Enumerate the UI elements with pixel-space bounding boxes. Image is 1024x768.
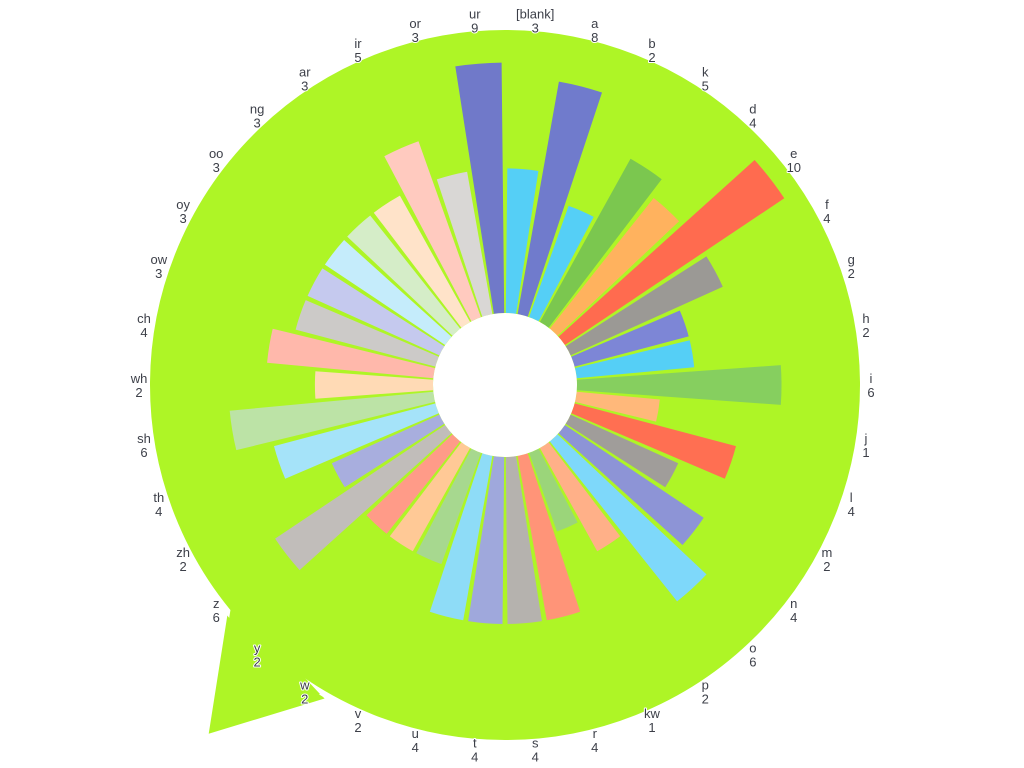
value-label: 9 — [471, 20, 478, 35]
value-label: 6 — [867, 385, 874, 400]
category-label: ur — [469, 6, 481, 21]
value-label: 4 — [140, 325, 147, 340]
category-label: kw — [644, 706, 661, 721]
value-label: 3 — [179, 211, 186, 226]
category-label: sh — [137, 431, 151, 446]
category-label: or — [409, 16, 421, 31]
value-label: 3 — [213, 160, 220, 175]
category-label: k — [702, 65, 709, 80]
value-label: 4 — [790, 610, 797, 625]
category-label: y — [254, 640, 261, 655]
value-label: 4 — [532, 750, 539, 765]
category-label: p — [702, 677, 709, 692]
category-label: zh — [176, 545, 190, 560]
value-label: 2 — [823, 559, 830, 574]
category-label: i — [870, 371, 873, 386]
category-label: o — [749, 640, 756, 655]
category-label: ar — [299, 65, 311, 80]
category-label: n — [790, 596, 797, 611]
value-label: 2 — [253, 654, 260, 669]
value-label: 3 — [301, 79, 308, 94]
value-label: 5 — [354, 50, 361, 65]
category-label: [blank] — [516, 6, 554, 21]
value-label: 10 — [787, 160, 801, 175]
category-label: t — [473, 736, 477, 751]
category-label: z — [213, 596, 220, 611]
value-label: 2 — [301, 691, 308, 706]
category-label: s — [532, 736, 539, 751]
value-label: 4 — [749, 116, 756, 131]
category-label: v — [355, 706, 362, 721]
category-label: wh — [130, 371, 148, 386]
category-label: oy — [176, 197, 190, 212]
value-label: 4 — [848, 504, 855, 519]
category-label: l — [850, 490, 853, 505]
value-label: 4 — [412, 740, 419, 755]
value-label: 3 — [155, 266, 162, 281]
value-label: 4 — [471, 750, 478, 765]
center-hole — [433, 313, 577, 457]
value-label: 2 — [862, 325, 869, 340]
category-label: ch — [137, 311, 151, 326]
value-label: 2 — [702, 691, 709, 706]
category-label: m — [821, 545, 832, 560]
category-label: r — [593, 726, 598, 741]
value-label: 6 — [213, 610, 220, 625]
value-label: 2 — [848, 266, 855, 281]
category-label: g — [848, 252, 855, 267]
category-label: ow — [150, 252, 167, 267]
category-label: th — [153, 490, 164, 505]
value-label: 3 — [253, 116, 260, 131]
value-label: 2 — [179, 559, 186, 574]
category-label: f — [825, 197, 829, 212]
value-label: 8 — [591, 30, 598, 45]
category-label: ng — [250, 102, 264, 117]
value-label: 2 — [648, 50, 655, 65]
category-label: j — [864, 431, 868, 446]
value-label: 6 — [749, 654, 756, 669]
category-label: e — [790, 146, 797, 161]
category-label: d — [749, 102, 756, 117]
category-label: w — [299, 677, 310, 692]
value-label: 3 — [412, 30, 419, 45]
category-label: oo — [209, 146, 223, 161]
category-label: a — [591, 16, 599, 31]
category-label: h — [862, 311, 869, 326]
category-label: ir — [354, 36, 362, 51]
value-label: 4 — [823, 211, 830, 226]
value-label: 2 — [354, 720, 361, 735]
value-label: 5 — [702, 79, 709, 94]
value-label: 6 — [140, 445, 147, 460]
value-label: 2 — [135, 385, 142, 400]
category-label: b — [648, 36, 655, 51]
value-label: 1 — [862, 445, 869, 460]
value-label: 4 — [591, 740, 598, 755]
value-label: 1 — [648, 720, 655, 735]
value-label: 4 — [155, 504, 162, 519]
value-label: 3 — [532, 20, 539, 35]
category-label: u — [412, 726, 419, 741]
